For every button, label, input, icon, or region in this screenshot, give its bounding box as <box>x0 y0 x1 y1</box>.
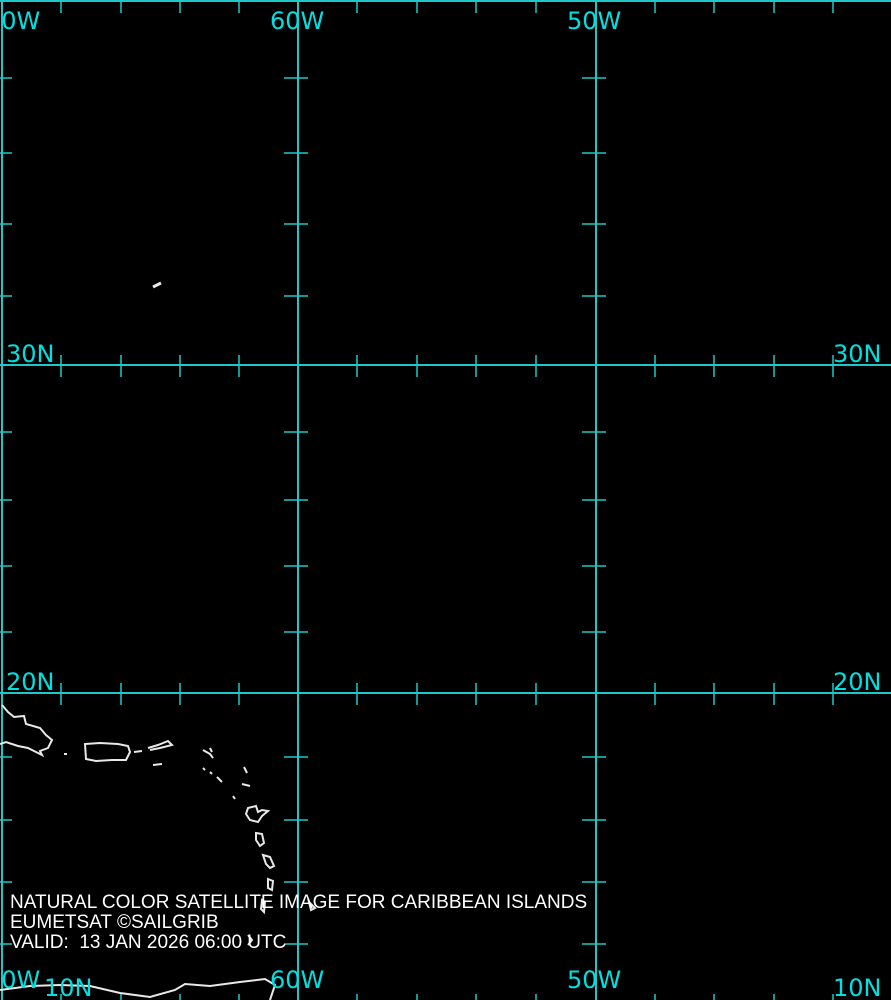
label-60w-bottom: 60W <box>270 966 325 994</box>
caption-title: NATURAL COLOR SATELLITE IMAGE FOR CARIBB… <box>10 892 588 913</box>
st-vincent-coast <box>259 898 267 915</box>
martinique-coast <box>261 853 276 870</box>
south-america-coast <box>0 977 277 1000</box>
caption-valid-time: VALID: 13 JAN 2026 06:00 UTC <box>10 932 287 953</box>
label-70w-bottom: 70W <box>0 966 41 994</box>
st-lucia-coast <box>267 877 275 892</box>
label-30n-left: 30N <box>6 340 55 368</box>
label-60w-top: 60W <box>270 7 325 35</box>
label-70w-top: 70W <box>0 7 41 35</box>
label-20n-right: 20N <box>833 668 882 696</box>
label-50w-bottom: 50W <box>567 966 622 994</box>
label-20n-left: 20N <box>6 668 55 696</box>
vieques-coast <box>152 763 163 766</box>
puerto-rico-coast <box>83 741 132 763</box>
grenadines-coast <box>247 934 254 946</box>
label-10n-right: 10N <box>833 974 882 1000</box>
label-10n-left: 10N <box>44 974 93 1000</box>
label-30n-right: 30N <box>833 340 882 368</box>
leeward-islands <box>202 766 251 800</box>
bermuda-island <box>152 281 162 289</box>
dominica-coast <box>255 831 266 848</box>
virgin-islands-coast <box>133 739 174 753</box>
barbados-coast <box>307 898 317 912</box>
caption-credit: EUMETSAT ©SAILGRIB <box>10 912 219 933</box>
hispaniola-coast <box>0 704 54 758</box>
label-50w-top: 50W <box>567 7 622 35</box>
guadeloupe-coast <box>244 804 271 824</box>
anguilla-islands <box>202 747 214 759</box>
